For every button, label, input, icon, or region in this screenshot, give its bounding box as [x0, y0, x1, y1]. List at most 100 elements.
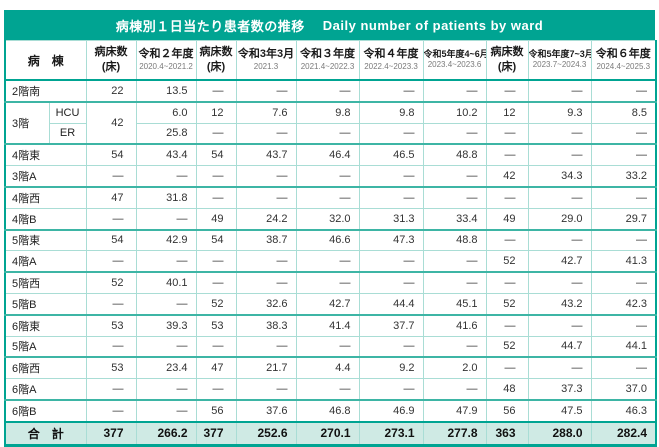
beds-cell: 54	[195, 228, 237, 252]
ward-sub-label-cell: HCU	[48, 100, 87, 124]
col-header-reiwa5-apr-jun: 令和5年度4~6月 2023.4~2023.6	[422, 40, 487, 81]
col-header-beds-3: 病床数 (床)	[485, 40, 529, 81]
value-cell: 8.5	[590, 100, 657, 124]
beds-cell: —	[485, 313, 529, 337]
col-header-beds-2: 病床数 (床)	[195, 40, 237, 81]
table-row: 2階南 22 13.5— — — — — — — —	[4, 79, 657, 103]
beds-cell: 49	[195, 207, 237, 231]
value-cell: 38.3	[235, 313, 297, 337]
col-header-reiwa3-march: 令和3年3月 2021.3	[235, 40, 297, 81]
value-cell: —	[590, 313, 657, 337]
beds-cell: 52	[485, 250, 529, 273]
value-cell: —	[527, 79, 592, 103]
beds-cell: 53	[85, 313, 137, 337]
table-title-en: Daily number of patients by ward	[322, 17, 544, 33]
beds-cell: 53	[195, 313, 237, 337]
value-cell: —	[422, 378, 487, 401]
total-row: 合 計 377 266.2 377 252.6 270.1 273.1 277.8 363 288…	[4, 420, 657, 446]
value-cell: —	[590, 271, 657, 294]
total-value-cell: 377	[195, 420, 237, 446]
value-cell: —	[295, 79, 360, 103]
value-cell: 46.8	[295, 398, 360, 423]
value-cell: 24.2	[235, 207, 297, 231]
beds-cell: 49	[485, 207, 529, 231]
beds-cell: —	[195, 122, 237, 145]
value-cell: 48.8	[422, 228, 487, 252]
total-value-cell: 288.0	[527, 420, 592, 446]
value-cell: —	[358, 165, 424, 188]
total-value-cell: 282.4	[590, 420, 657, 446]
beds-cell: 42	[85, 100, 137, 145]
value-cell: 34.3	[527, 165, 592, 188]
table-row: 6階東 53 39.3 53 38.3 41.4 37.7 41.6— — —	[4, 313, 657, 337]
beds-cell: —	[485, 122, 529, 145]
value-cell: —	[422, 335, 487, 358]
ward-label-cell: 5階A	[4, 335, 87, 358]
value-cell: 47.3	[358, 228, 424, 252]
value-cell: 2.0	[422, 356, 487, 380]
value-cell: 4.4	[295, 356, 360, 380]
value-cell: —	[295, 122, 360, 145]
value-cell: —	[358, 79, 424, 103]
beds-cell: —	[485, 143, 529, 167]
ward-label-cell: 5階東	[4, 228, 87, 252]
table-row: 4階B — —49 24.2 32.0 31.3 33.4 49 29.0 29.7	[4, 207, 657, 231]
beds-cell: 52	[485, 335, 529, 358]
col-header-reiwa4: 令和４年度 2022.4~2023.3	[358, 40, 424, 81]
table-row: 6階B — —56 37.6 46.8 46.9 47.9 56 47.5 46.3	[4, 398, 657, 423]
header-row: 病 棟 病床数 (床) 令和２年度 2020.4~2021.2 病床数 (床) …	[4, 40, 657, 81]
value-cell: 23.4	[135, 356, 197, 380]
value-cell: 32.6	[235, 292, 297, 316]
table-row: 4階西 47 31.8— — — — — — — —	[4, 185, 657, 209]
value-cell: 47.5	[527, 398, 592, 423]
table-row: 5階東 54 42.9 54 38.7 46.6 47.3 48.8— — —	[4, 228, 657, 252]
value-cell: 37.7	[358, 313, 424, 337]
value-cell: 7.6	[235, 100, 297, 124]
value-cell: —	[422, 185, 487, 209]
col-header-reiwa5-jul-mar: 令和5年度7~3月 2023.7~2024.3	[527, 40, 592, 81]
value-cell: 33.4	[422, 207, 487, 231]
total-value-cell: 252.6	[235, 420, 297, 446]
total-value-cell: 363	[485, 420, 529, 446]
ward-label-cell: 6階A	[4, 378, 87, 401]
patients-by-ward-table: 病 棟 病床数 (床) 令和２年度 2020.4~2021.2 病床数 (床) …	[4, 40, 658, 447]
beds-cell: —	[195, 79, 237, 103]
value-cell: 39.3	[135, 313, 197, 337]
value-cell: 21.7	[235, 356, 297, 380]
value-cell: —	[422, 165, 487, 188]
ward-label-cell: 6階B	[4, 398, 87, 423]
value-cell: —	[358, 271, 424, 294]
ward-label-cell: 6階東	[4, 313, 87, 337]
beds-cell: —	[195, 250, 237, 273]
value-cell: —	[527, 143, 592, 167]
value-cell: —	[295, 165, 360, 188]
value-cell: 44.1	[590, 335, 657, 358]
value-cell: 13.5	[135, 79, 197, 103]
value-cell: —	[527, 185, 592, 209]
beds-cell: 42	[485, 165, 529, 188]
value-cell: 47.9	[422, 398, 487, 423]
value-cell: 42.3	[590, 292, 657, 316]
col-header-ward: 病 棟	[4, 40, 87, 81]
value-cell: —	[422, 250, 487, 273]
value-cell: 9.8	[295, 100, 360, 124]
ward-label-cell: 6階西	[4, 356, 87, 380]
beds-cell: 47	[85, 185, 137, 209]
value-cell: —	[295, 335, 360, 358]
value-cell: 9.8	[358, 100, 424, 124]
beds-cell: —	[485, 185, 529, 209]
table-row: 5階西 52 40.1— — — — — — — —	[4, 271, 657, 294]
value-cell: 46.5	[358, 143, 424, 167]
value-cell: —	[235, 165, 297, 188]
report-table-frame: 病棟別１日当たり患者数の推移 Daily number of patients …	[4, 10, 658, 447]
beds-cell: —	[85, 292, 137, 316]
value-cell: —	[135, 292, 197, 316]
value-cell: —	[295, 185, 360, 209]
value-cell: —	[590, 228, 657, 252]
value-cell: 29.0	[527, 207, 592, 231]
ward-label-cell: 5階B	[4, 292, 87, 316]
beds-cell: 48	[485, 378, 529, 401]
beds-cell: 12	[195, 100, 237, 124]
beds-cell: —	[195, 271, 237, 294]
value-cell: 46.3	[590, 398, 657, 423]
